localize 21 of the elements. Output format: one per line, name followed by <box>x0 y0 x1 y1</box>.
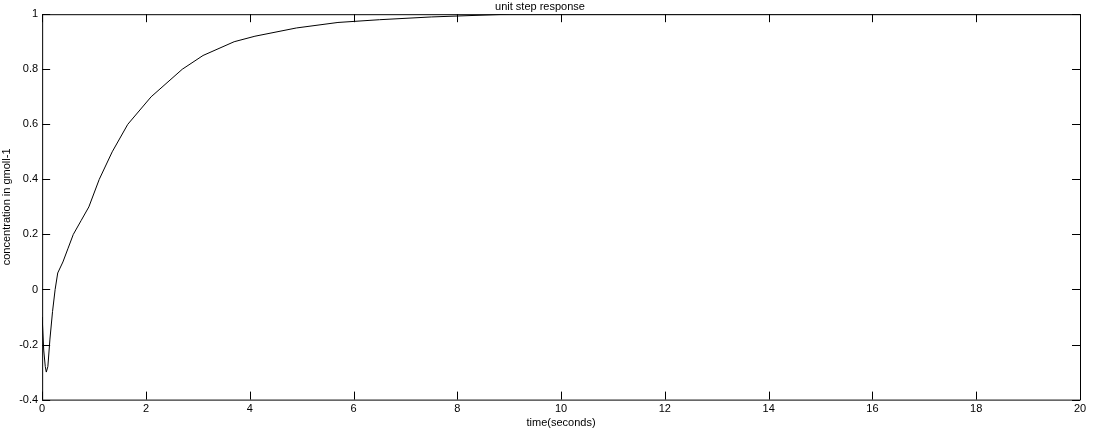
y-tick-label: 0 <box>32 282 39 295</box>
y-tick-label: 1 <box>32 7 39 20</box>
y-tick-label: 0.4 <box>22 172 39 185</box>
y-tick-label: -0.4 <box>19 392 39 405</box>
y-tick-label: 0.8 <box>22 62 39 75</box>
y-axis-title: concentration in gmoll-1 <box>0 148 12 266</box>
x-tick-label: 6 <box>350 402 357 415</box>
y-tick-label: 0.2 <box>22 227 39 240</box>
x-tick-label: 14 <box>762 402 775 415</box>
x-axis-title: time(seconds) <box>526 416 596 429</box>
x-tick-label: 2 <box>142 402 149 415</box>
y-tick-label: 0.6 <box>22 117 39 130</box>
x-tick-label: 12 <box>658 402 671 415</box>
x-tick-label: 16 <box>866 402 879 415</box>
x-tick-label: 4 <box>246 402 253 415</box>
chart-title: unit step response <box>495 0 585 12</box>
x-tick-label: 8 <box>454 402 461 415</box>
x-tick-label: 10 <box>554 402 568 415</box>
x-tick-label: 20 <box>1073 402 1087 415</box>
y-tick-label: -0.2 <box>19 337 39 350</box>
x-tick-label: 18 <box>970 402 983 415</box>
